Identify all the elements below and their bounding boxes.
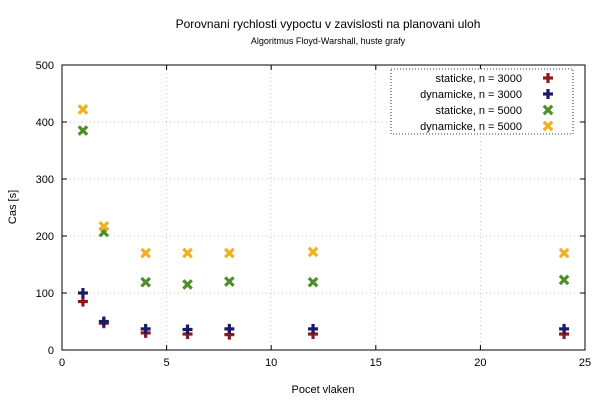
data-point-series-2 bbox=[77, 288, 88, 298]
data-point-series-1 bbox=[77, 296, 88, 307]
y-tick-label: 200 bbox=[36, 231, 54, 243]
data-point-series-3 bbox=[307, 276, 319, 288]
legend-label: dynamicke, n = 3000 bbox=[420, 89, 522, 101]
data-point-series-2 bbox=[140, 323, 151, 334]
data-point-series-4 bbox=[182, 247, 193, 259]
data-point-series-3 bbox=[182, 279, 193, 290]
data-point-series-2 bbox=[182, 324, 193, 335]
data-point-series-2 bbox=[98, 316, 109, 327]
data-point-series-4 bbox=[224, 247, 235, 259]
x-tick-label: 0 bbox=[59, 357, 65, 369]
data-point-series-2 bbox=[308, 323, 319, 334]
legend-label: dynamicke, n = 5000 bbox=[420, 121, 522, 133]
x-tick-label: 15 bbox=[370, 357, 382, 369]
data-point-series-4 bbox=[77, 104, 89, 115]
data-point-series-3 bbox=[77, 125, 89, 136]
x-tick-label: 10 bbox=[265, 357, 277, 369]
y-tick-label: 500 bbox=[36, 60, 54, 72]
y-tick-label: 300 bbox=[36, 174, 54, 186]
chart-subtitle: Algoritmus Floyd-Warshall, huste grafy bbox=[251, 36, 406, 46]
data-point-series-4 bbox=[98, 220, 110, 232]
chart-title: Porovnani rychlosti vypoctu v zavislosti… bbox=[176, 17, 481, 31]
legend-label: staticke, n = 3000 bbox=[435, 73, 522, 85]
y-tick-label: 0 bbox=[48, 345, 54, 357]
plot-frame bbox=[61, 64, 586, 351]
legend-marker-3 bbox=[542, 104, 554, 116]
data-point-series-4 bbox=[558, 247, 570, 259]
y-axis-label: Cas [s] bbox=[7, 190, 19, 224]
data-point-series-4 bbox=[140, 247, 152, 259]
legend-marker-2 bbox=[543, 89, 553, 99]
data-point-series-3 bbox=[140, 276, 152, 288]
legend-box bbox=[390, 68, 574, 135]
legend-marker-4 bbox=[542, 120, 554, 132]
x-tick-label: 5 bbox=[164, 357, 170, 369]
axis-ticks: 0 5 10 15 20 25 0 100 200 300 400 500 bbox=[36, 60, 591, 369]
legend-label: staticke, n = 5000 bbox=[435, 105, 522, 117]
y-tick-label: 100 bbox=[36, 288, 54, 300]
data-points bbox=[77, 104, 570, 340]
data-point-series-2 bbox=[224, 323, 235, 334]
data-point-series-3 bbox=[224, 276, 235, 287]
x-axis-label: Pocet vlaken bbox=[292, 384, 355, 396]
data-point-series-3 bbox=[558, 274, 570, 286]
x-tick-label: 25 bbox=[579, 357, 591, 369]
legend: staticke, n = 3000 dynamicke, n = 3000 sta… bbox=[390, 68, 574, 135]
data-point-series-4 bbox=[307, 246, 319, 258]
data-point-series-2 bbox=[559, 323, 570, 334]
y-tick-label: 400 bbox=[36, 117, 54, 129]
legend-marker-1 bbox=[543, 73, 553, 83]
x-tick-label: 20 bbox=[474, 357, 486, 369]
